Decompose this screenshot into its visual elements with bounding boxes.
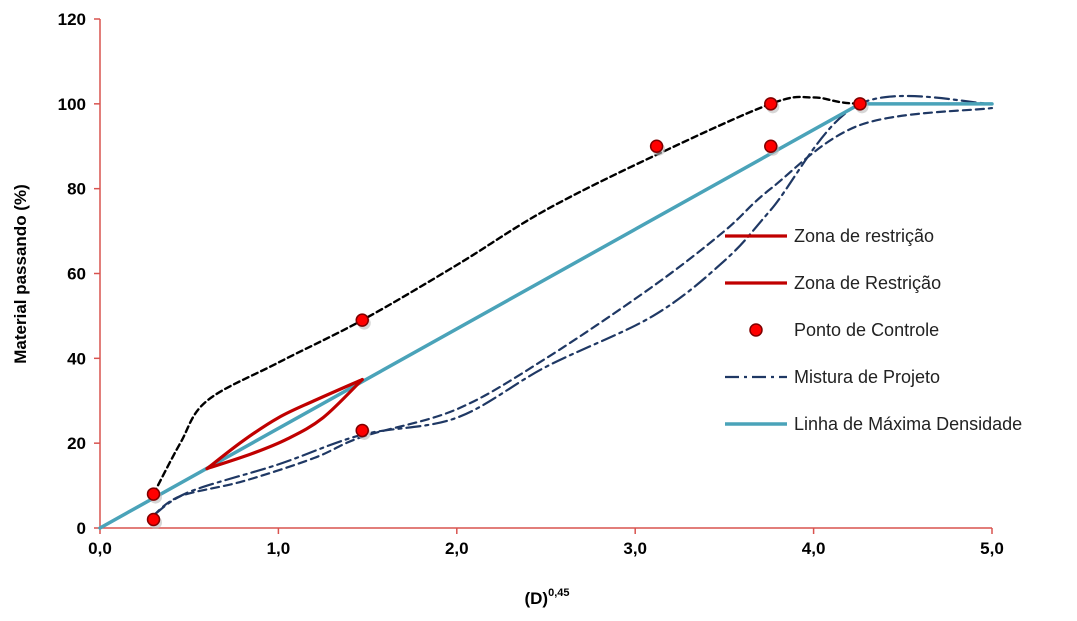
control-point bbox=[853, 97, 867, 111]
legend-label: Zona de Restrição bbox=[794, 273, 941, 293]
legend-marker bbox=[749, 323, 763, 337]
control-point bbox=[764, 97, 778, 111]
legend-label: Linha de Máxima Densidade bbox=[794, 414, 1022, 434]
y-tick-label: 0 bbox=[77, 519, 86, 538]
control-point bbox=[649, 139, 664, 153]
series-zona-de-restri-o bbox=[205, 377, 364, 471]
legend-label: Zona de restrição bbox=[794, 226, 934, 246]
y-tick-label: 40 bbox=[67, 349, 86, 368]
legend-label: Mistura de Projeto bbox=[794, 367, 940, 387]
y-tick-label: 20 bbox=[67, 434, 86, 453]
x-tick-label: 4,0 bbox=[802, 539, 826, 558]
series-line-5 bbox=[152, 106, 994, 517]
series-line-6 bbox=[152, 95, 994, 496]
control-point bbox=[146, 487, 161, 501]
legend: Zona de restrição Zona de Restrição Ponto … bbox=[725, 226, 1022, 434]
x-tick-label: 3,0 bbox=[623, 539, 647, 558]
x-tick-label: 1,0 bbox=[267, 539, 291, 558]
control-point bbox=[764, 139, 778, 153]
x-axis-title: (D)0,45 bbox=[524, 587, 569, 608]
series-linha-de-m-xima-densidade bbox=[98, 102, 994, 530]
control-point bbox=[355, 423, 369, 438]
control-point bbox=[355, 313, 369, 327]
y-tick-label: 80 bbox=[67, 180, 86, 199]
series-mistura-de-projeto bbox=[152, 94, 994, 517]
control-points bbox=[146, 97, 869, 530]
y-tick-label: 100 bbox=[58, 95, 86, 114]
y-axis-title: Material passando (%) bbox=[11, 184, 30, 364]
x-axis: 0,0 1,0 2,0 3,0 4,0 5,0 bbox=[88, 527, 1004, 558]
y-axis: 0 20 40 60 80 100 120 bbox=[58, 10, 101, 538]
series-zona-de-restri-o bbox=[205, 377, 364, 471]
legend-label: Ponto de Controle bbox=[794, 320, 939, 340]
x-tick-label: 0,0 bbox=[88, 539, 112, 558]
plot-area bbox=[98, 94, 994, 530]
y-tick-label: 60 bbox=[67, 265, 86, 284]
y-tick-label: 120 bbox=[58, 10, 86, 29]
control-point bbox=[146, 512, 161, 527]
x-tick-label: 5,0 bbox=[980, 539, 1004, 558]
x-tick-label: 2,0 bbox=[445, 539, 469, 558]
